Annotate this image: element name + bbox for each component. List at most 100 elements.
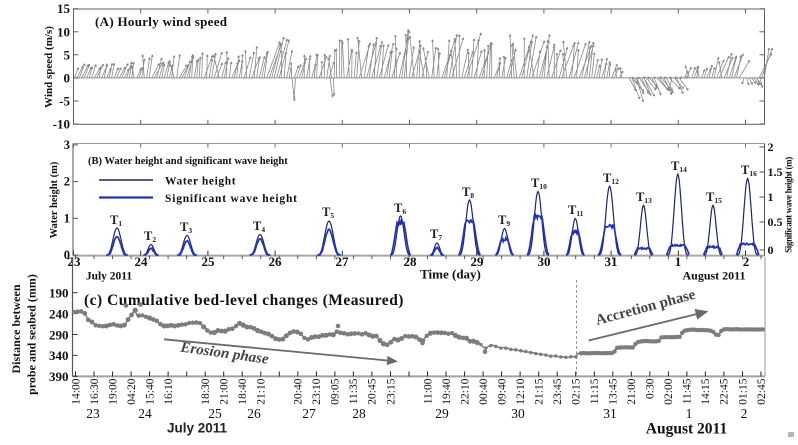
svg-text:1.5: 1.5 — [768, 165, 783, 179]
svg-text:2: 2 — [743, 254, 750, 269]
svg-text:0:30: 0:30 — [645, 378, 657, 399]
svg-text:0: 0 — [64, 70, 71, 85]
svg-text:31: 31 — [605, 254, 618, 269]
svg-text:0.5: 0.5 — [768, 215, 783, 229]
svg-text:Accretion phase: Accretion phase — [594, 287, 698, 329]
svg-text:20:45: 20:45 — [367, 378, 379, 404]
svg-text:25: 25 — [202, 254, 216, 269]
svg-text:09:40: 09:40 — [496, 378, 508, 404]
svg-text:15: 15 — [57, 1, 71, 16]
svg-text:T8: T8 — [462, 185, 474, 200]
svg-text:Significant wave height: Significant wave height — [165, 193, 298, 205]
svg-text:23:10: 23:10 — [311, 378, 323, 404]
svg-text:13:45: 13:45 — [608, 378, 620, 404]
svg-text:23: 23 — [68, 254, 82, 269]
svg-text:09:05: 09:05 — [330, 378, 342, 404]
svg-text:1: 1 — [686, 406, 693, 421]
svg-text:-5: -5 — [59, 94, 70, 109]
svg-text:290: 290 — [49, 327, 69, 342]
svg-text:27: 27 — [302, 406, 316, 421]
svg-text:10: 10 — [57, 24, 70, 39]
svg-text:-10: -10 — [53, 117, 70, 132]
svg-text:1: 1 — [64, 211, 70, 225]
svg-text:August 2011: August 2011 — [646, 421, 727, 438]
svg-text:T15: T15 — [706, 190, 722, 205]
svg-text:23:45: 23:45 — [552, 378, 564, 404]
svg-text:240: 240 — [49, 306, 69, 321]
svg-text:(B) Water height and significa: (B) Water height and significant wave he… — [88, 156, 288, 167]
svg-text:24: 24 — [135, 254, 149, 269]
svg-text:190: 190 — [49, 286, 69, 301]
svg-text:02:45: 02:45 — [756, 378, 768, 404]
svg-text:24: 24 — [138, 406, 152, 421]
svg-text:Time (day): Time (day) — [420, 267, 481, 282]
svg-text:July 2011: July 2011 — [167, 421, 228, 436]
svg-text:16:10: 16:10 — [163, 378, 175, 404]
svg-text:340: 340 — [49, 348, 69, 363]
svg-text:28: 28 — [352, 406, 366, 421]
svg-text:30: 30 — [538, 254, 551, 269]
svg-text:3: 3 — [64, 138, 70, 152]
svg-text:T7: T7 — [430, 227, 442, 242]
svg-text:T14: T14 — [671, 159, 687, 174]
svg-text:T3: T3 — [180, 220, 192, 235]
svg-text:25: 25 — [208, 406, 222, 421]
svg-text:18:40: 18:40 — [237, 378, 249, 404]
svg-text:27: 27 — [336, 254, 350, 269]
svg-text:22:10: 22:10 — [459, 378, 471, 404]
svg-text:T9: T9 — [498, 213, 510, 228]
svg-text:2: 2 — [64, 175, 70, 189]
svg-text:15:40: 15:40 — [144, 378, 156, 404]
svg-text:21:10: 21:10 — [256, 378, 268, 404]
svg-text:T16: T16 — [741, 163, 757, 178]
svg-text:26: 26 — [269, 254, 283, 269]
svg-text:02:15: 02:15 — [571, 378, 583, 404]
svg-text:21:15: 21:15 — [534, 378, 546, 404]
svg-text:02:00: 02:00 — [663, 378, 675, 404]
svg-text:2: 2 — [768, 140, 774, 154]
svg-text:T4: T4 — [253, 219, 265, 234]
svg-text:23:15: 23:15 — [385, 378, 397, 404]
svg-text:22:45: 22:45 — [719, 378, 731, 404]
svg-text:21:00: 21:00 — [626, 378, 638, 404]
svg-text:Distance between: Distance between — [9, 284, 23, 373]
svg-text:0: 0 — [64, 248, 70, 262]
svg-text:July 2011: July 2011 — [86, 271, 133, 283]
svg-text:11:00: 11:00 — [422, 378, 434, 404]
svg-text:5: 5 — [64, 47, 71, 62]
svg-text:11:45: 11:45 — [682, 378, 694, 404]
svg-text:20:40: 20:40 — [293, 378, 305, 404]
svg-text:390: 390 — [49, 369, 69, 384]
svg-text:19:00: 19:00 — [107, 378, 119, 404]
svg-text:T6: T6 — [394, 201, 406, 216]
svg-text:Water height (m): Water height (m) — [49, 161, 60, 238]
svg-text:(A) Hourly wind speed: (A) Hourly wind speed — [95, 14, 228, 29]
svg-text:14:15: 14:15 — [700, 378, 712, 404]
svg-text:1: 1 — [675, 254, 682, 269]
svg-text:29: 29 — [435, 406, 449, 421]
svg-text:T2: T2 — [144, 229, 156, 244]
svg-text:T11: T11 — [568, 203, 584, 218]
svg-text:14:00: 14:00 — [70, 378, 82, 404]
svg-text:16:30: 16:30 — [89, 378, 101, 404]
svg-text:23: 23 — [86, 406, 100, 421]
svg-text:1: 1 — [768, 190, 774, 204]
svg-text:11:15: 11:15 — [589, 378, 601, 404]
svg-text:0: 0 — [768, 243, 774, 257]
svg-text:00:40: 00:40 — [478, 378, 490, 404]
svg-text:01:15: 01:15 — [737, 378, 749, 404]
svg-text:T12: T12 — [603, 171, 619, 186]
svg-text:21:00: 21:00 — [219, 378, 231, 404]
svg-text:19:40: 19:40 — [441, 378, 453, 404]
svg-text:(c) Cumulative bed-level chang: (c) Cumulative bed-level changes (Measur… — [84, 292, 404, 309]
svg-text:probe and seabed (mm): probe and seabed (mm) — [25, 274, 39, 395]
svg-text:28: 28 — [404, 254, 418, 269]
svg-text:Significant wave height (m): Significant wave height (m) — [784, 157, 794, 253]
svg-text:Wind speed (m/s): Wind speed (m/s) — [43, 26, 55, 108]
svg-text:12:10: 12:10 — [515, 378, 527, 404]
svg-text:August 2011: August 2011 — [682, 269, 745, 283]
svg-text:Water height: Water height — [165, 176, 236, 188]
svg-text:26: 26 — [247, 406, 261, 421]
svg-text:04:20: 04:20 — [126, 378, 138, 404]
svg-text:T1: T1 — [110, 213, 122, 228]
